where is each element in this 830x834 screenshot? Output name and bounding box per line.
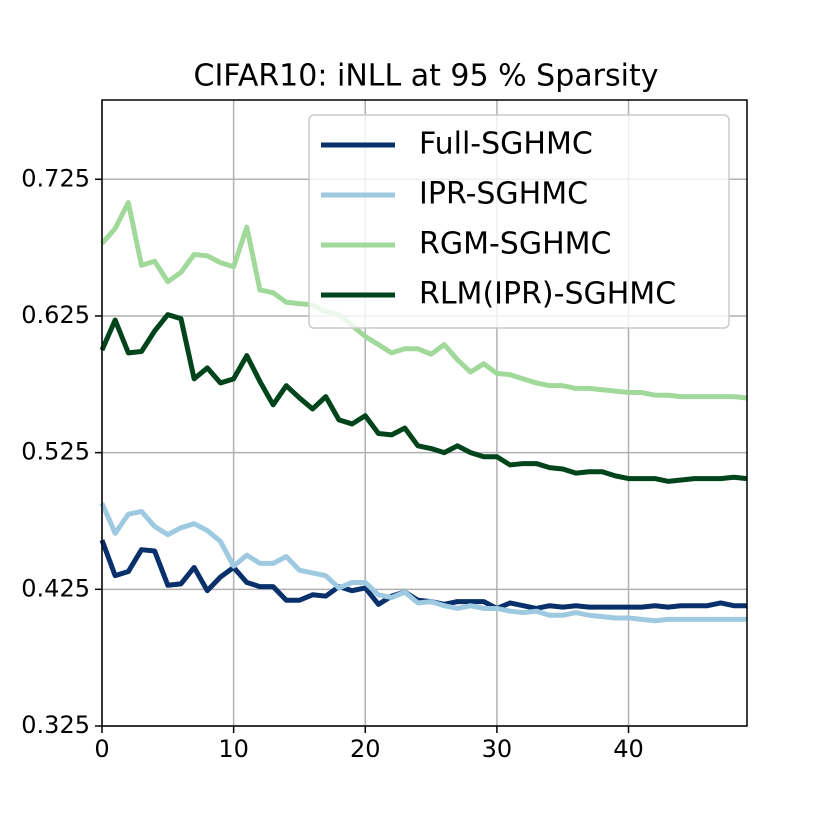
legend-label: Full-SGHMC (419, 127, 593, 162)
x-tick-label: 20 (350, 735, 381, 763)
plot-frame (101, 99, 748, 727)
x-tick-label: 40 (613, 735, 644, 763)
legend-label: RGM-SGHMC (419, 227, 611, 262)
series-line (100, 200, 748, 401)
legend-box (308, 114, 730, 329)
y-tick-label: 0.425 (21, 574, 90, 602)
legend-label: IPR-SGHMC (419, 177, 588, 212)
legend-label: RLM(IPR)-SGHMC (419, 277, 676, 312)
series-line (99, 502, 747, 624)
series-line (99, 312, 748, 484)
y-tick-label: 0.525 (21, 438, 90, 466)
chart-title: CIFAR10: iNLL at 95 % Sparsity (194, 59, 659, 94)
y-tick-label: 0.725 (21, 164, 90, 192)
x-tick-label: 30 (482, 735, 513, 763)
x-tick-label: 10 (218, 735, 249, 763)
y-tick-label: 0.325 (21, 711, 90, 739)
x-tick-label: 0 (94, 735, 109, 763)
y-tick-label: 0.625 (21, 301, 90, 329)
